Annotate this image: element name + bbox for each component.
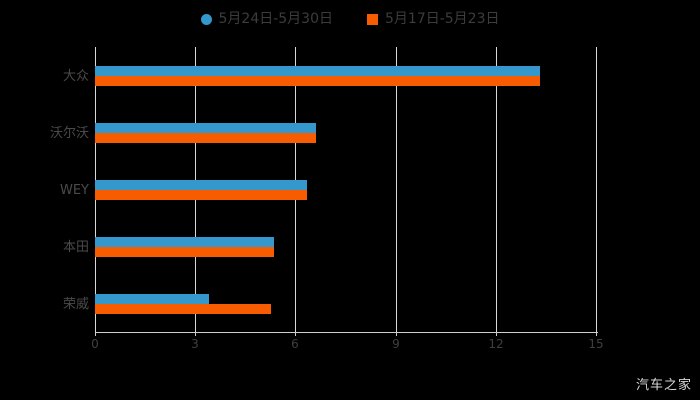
x-tick-mark-3 xyxy=(195,332,196,336)
gridline-15 xyxy=(596,47,597,332)
plot-area xyxy=(95,47,597,332)
legend-marker-circle-icon xyxy=(200,13,212,25)
bar-series-2-cat-4[interactable] xyxy=(95,304,271,314)
bar-series-1-cat-2[interactable] xyxy=(95,180,307,190)
x-tick-label-6: 6 xyxy=(291,337,299,351)
bar-series-1-cat-0[interactable] xyxy=(95,66,540,76)
x-tick-mark-6 xyxy=(295,332,296,336)
bar-series-1-cat-1[interactable] xyxy=(95,123,316,133)
x-axis-tick-labels: 0 3 6 9 12 15 xyxy=(0,338,700,354)
x-tick-label-3: 3 xyxy=(191,337,199,351)
legend-item-series-1[interactable]: 5月24日-5月30日 xyxy=(200,11,334,27)
y-axis-label-3: 本田 xyxy=(62,240,89,255)
y-axis-label-0: 大众 xyxy=(62,69,89,84)
bar-series-2-cat-0[interactable] xyxy=(95,76,540,86)
x-tick-label-12: 12 xyxy=(488,337,504,351)
bar-series-2-cat-3[interactable] xyxy=(95,247,274,257)
y-axis-label-2: WEY xyxy=(59,183,89,198)
bar-series-2-cat-1[interactable] xyxy=(95,133,316,143)
legend-label-series-1: 5月24日-5月30日 xyxy=(218,11,334,27)
x-tick-mark-9 xyxy=(396,332,397,336)
bar-series-1-cat-3[interactable] xyxy=(95,237,274,247)
legend-label-series-2: 5月17日-5月23日 xyxy=(385,11,500,27)
x-tick-label-15: 15 xyxy=(588,337,604,351)
x-tick-label-9: 9 xyxy=(392,337,400,351)
x-tick-mark-15 xyxy=(596,332,597,336)
legend-marker-square-icon xyxy=(367,13,378,25)
legend-item-series-2[interactable]: 5月17日-5月23日 xyxy=(367,12,500,26)
y-axis-label-1: 沃尔沃 xyxy=(49,126,89,141)
bar-series-1-cat-4[interactable] xyxy=(95,294,209,304)
bar-series-2-cat-2[interactable] xyxy=(95,190,307,200)
chart-legend: 5月24日-5月30日 5月17日-5月23日 xyxy=(0,6,700,32)
x-axis-line xyxy=(95,332,598,333)
x-tick-mark-0 xyxy=(95,332,96,336)
y-axis-category-labels: 大众 沃尔沃 WEY 本田 荣威 xyxy=(5,47,89,332)
gridline-12 xyxy=(496,47,497,332)
x-tick-label-0: 0 xyxy=(91,337,99,351)
gridline-9 xyxy=(396,47,397,332)
y-axis-label-4: 荣威 xyxy=(62,297,89,312)
site-watermark: 汽车之家 xyxy=(635,378,692,393)
x-tick-mark-12 xyxy=(496,332,497,336)
